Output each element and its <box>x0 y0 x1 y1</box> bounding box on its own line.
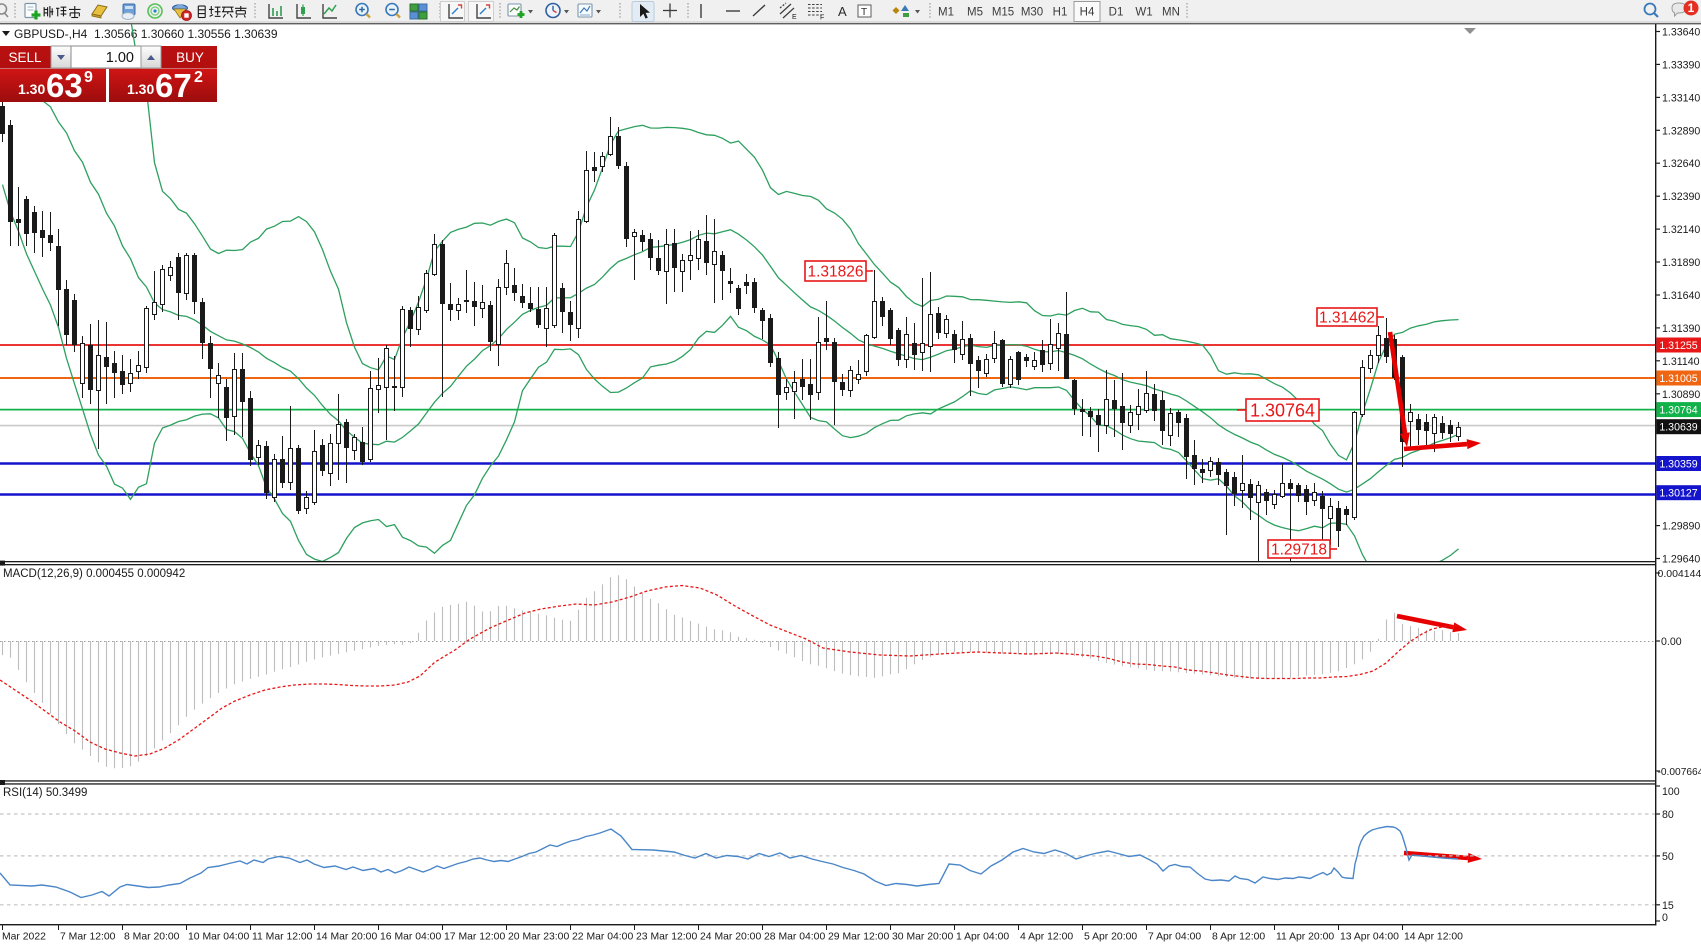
svg-text:15: 15 <box>1662 900 1674 912</box>
svg-text:8 Apr 12:00: 8 Apr 12:00 <box>1212 932 1265 943</box>
svg-text:63: 63 <box>46 67 83 104</box>
svg-text:14 Mar 20:00: 14 Mar 20:00 <box>316 932 377 943</box>
svg-text:A: A <box>838 4 847 19</box>
svg-text:1.33140: 1.33140 <box>1662 92 1700 104</box>
svg-text:M5: M5 <box>967 7 983 19</box>
svg-text:BUY: BUY <box>176 50 204 65</box>
svg-text:11 Apr 20:00: 11 Apr 20:00 <box>1276 932 1334 943</box>
svg-text:20 Mar 23:00: 20 Mar 23:00 <box>508 932 569 943</box>
svg-text:T: T <box>861 7 867 18</box>
svg-text:13 Apr 04:00: 13 Apr 04:00 <box>1340 932 1399 943</box>
svg-text:1.32140: 1.32140 <box>1662 224 1700 236</box>
svg-text:MACD(12,26,9) 0.000455 0.00094: MACD(12,26,9) 0.000455 0.000942 <box>3 568 185 580</box>
svg-text:11 Mar 12:00: 11 Mar 12:00 <box>252 932 313 943</box>
svg-text:7 Apr 04:00: 7 Apr 04:00 <box>1148 932 1201 943</box>
svg-text:0.00: 0.00 <box>1661 636 1682 648</box>
svg-text:16 Mar 04:00: 16 Mar 04:00 <box>380 932 441 943</box>
svg-text:M15: M15 <box>992 7 1014 19</box>
svg-text:17 Mar 12:00: 17 Mar 12:00 <box>444 932 505 943</box>
svg-text:10 Mar 04:00: 10 Mar 04:00 <box>188 932 249 943</box>
svg-text:1.31255: 1.31255 <box>1659 340 1697 352</box>
svg-text:D1: D1 <box>1109 7 1124 19</box>
svg-text:E: E <box>792 14 797 21</box>
svg-text:1.31826: 1.31826 <box>807 264 863 281</box>
svg-text:-0.007664: -0.007664 <box>1658 767 1701 778</box>
svg-text:28 Mar 04:00: 28 Mar 04:00 <box>764 932 825 943</box>
svg-text:1.33390: 1.33390 <box>1662 59 1700 71</box>
svg-text:1.30359: 1.30359 <box>1659 459 1697 471</box>
svg-text:1.32890: 1.32890 <box>1662 125 1700 137</box>
svg-text:2: 2 <box>194 69 203 86</box>
svg-text:H1: H1 <box>1053 7 1068 19</box>
svg-text:1.30: 1.30 <box>127 81 154 97</box>
svg-text:F: F <box>820 15 824 22</box>
svg-text:50: 50 <box>1662 851 1674 863</box>
svg-text:29 Mar 12:00: 29 Mar 12:00 <box>828 932 889 943</box>
svg-text:1.29890: 1.29890 <box>1662 521 1700 533</box>
svg-text:14 Apr 12:00: 14 Apr 12:00 <box>1404 932 1463 943</box>
svg-text:M1: M1 <box>938 7 954 19</box>
svg-text:GBPUSD-,H4 1.30566 1.30660 1.: GBPUSD-,H4 1.30566 1.30660 1.30556 1.306… <box>14 27 278 41</box>
svg-text:1.30639: 1.30639 <box>1659 422 1697 434</box>
svg-text:1.31462: 1.31462 <box>1319 310 1375 327</box>
svg-text:4 Apr 12:00: 4 Apr 12:00 <box>1020 932 1073 943</box>
svg-text:5 Apr 20:00: 5 Apr 20:00 <box>1084 932 1137 943</box>
svg-text:1.30890: 1.30890 <box>1662 389 1700 401</box>
svg-text:0.004144: 0.004144 <box>1658 568 1701 580</box>
svg-text:1.32390: 1.32390 <box>1662 191 1700 203</box>
svg-text:8 Mar 20:00: 8 Mar 20:00 <box>124 932 180 943</box>
svg-text:1.31140: 1.31140 <box>1662 356 1700 368</box>
svg-text:1.30: 1.30 <box>18 81 45 97</box>
svg-text:9: 9 <box>84 69 93 86</box>
svg-text:MN: MN <box>1162 7 1180 19</box>
svg-text:1.29640: 1.29640 <box>1662 554 1700 566</box>
svg-text:1.32640: 1.32640 <box>1662 158 1700 170</box>
svg-text:1.31005: 1.31005 <box>1659 373 1697 385</box>
svg-text:67: 67 <box>155 67 192 104</box>
svg-text:1.00: 1.00 <box>106 50 134 66</box>
svg-text:H4: H4 <box>1080 7 1095 19</box>
svg-text:1.29718: 1.29718 <box>1271 542 1327 559</box>
svg-text:W1: W1 <box>1135 7 1152 19</box>
svg-text:30 Mar 20:00: 30 Mar 20:00 <box>892 932 953 943</box>
svg-text:1 Apr 04:00: 1 Apr 04:00 <box>956 932 1009 943</box>
svg-text:24 Mar 20:00: 24 Mar 20:00 <box>700 932 761 943</box>
svg-text:SELL: SELL <box>8 50 42 65</box>
svg-text:1.30764: 1.30764 <box>1250 400 1315 420</box>
svg-text:80: 80 <box>1662 809 1674 821</box>
svg-text:RSI(14) 50.3499: RSI(14) 50.3499 <box>3 787 87 799</box>
svg-text:0: 0 <box>1662 912 1668 924</box>
svg-text:Mar 2022: Mar 2022 <box>2 932 46 943</box>
svg-text:1.33640: 1.33640 <box>1662 27 1700 39</box>
svg-text:1.31390: 1.31390 <box>1662 323 1700 335</box>
svg-text:100: 100 <box>1662 786 1680 798</box>
svg-text:22 Mar 04:00: 22 Mar 04:00 <box>572 932 633 943</box>
svg-text:1.31640: 1.31640 <box>1662 290 1700 302</box>
svg-text:1: 1 <box>1688 1 1695 15</box>
svg-text:1.30764: 1.30764 <box>1659 405 1697 417</box>
svg-text:7 Mar 12:00: 7 Mar 12:00 <box>60 932 116 943</box>
svg-text:M30: M30 <box>1021 7 1043 19</box>
svg-text:23 Mar 12:00: 23 Mar 12:00 <box>636 932 697 943</box>
svg-text:1.31890: 1.31890 <box>1662 257 1700 269</box>
svg-text:1.30127: 1.30127 <box>1659 488 1697 500</box>
